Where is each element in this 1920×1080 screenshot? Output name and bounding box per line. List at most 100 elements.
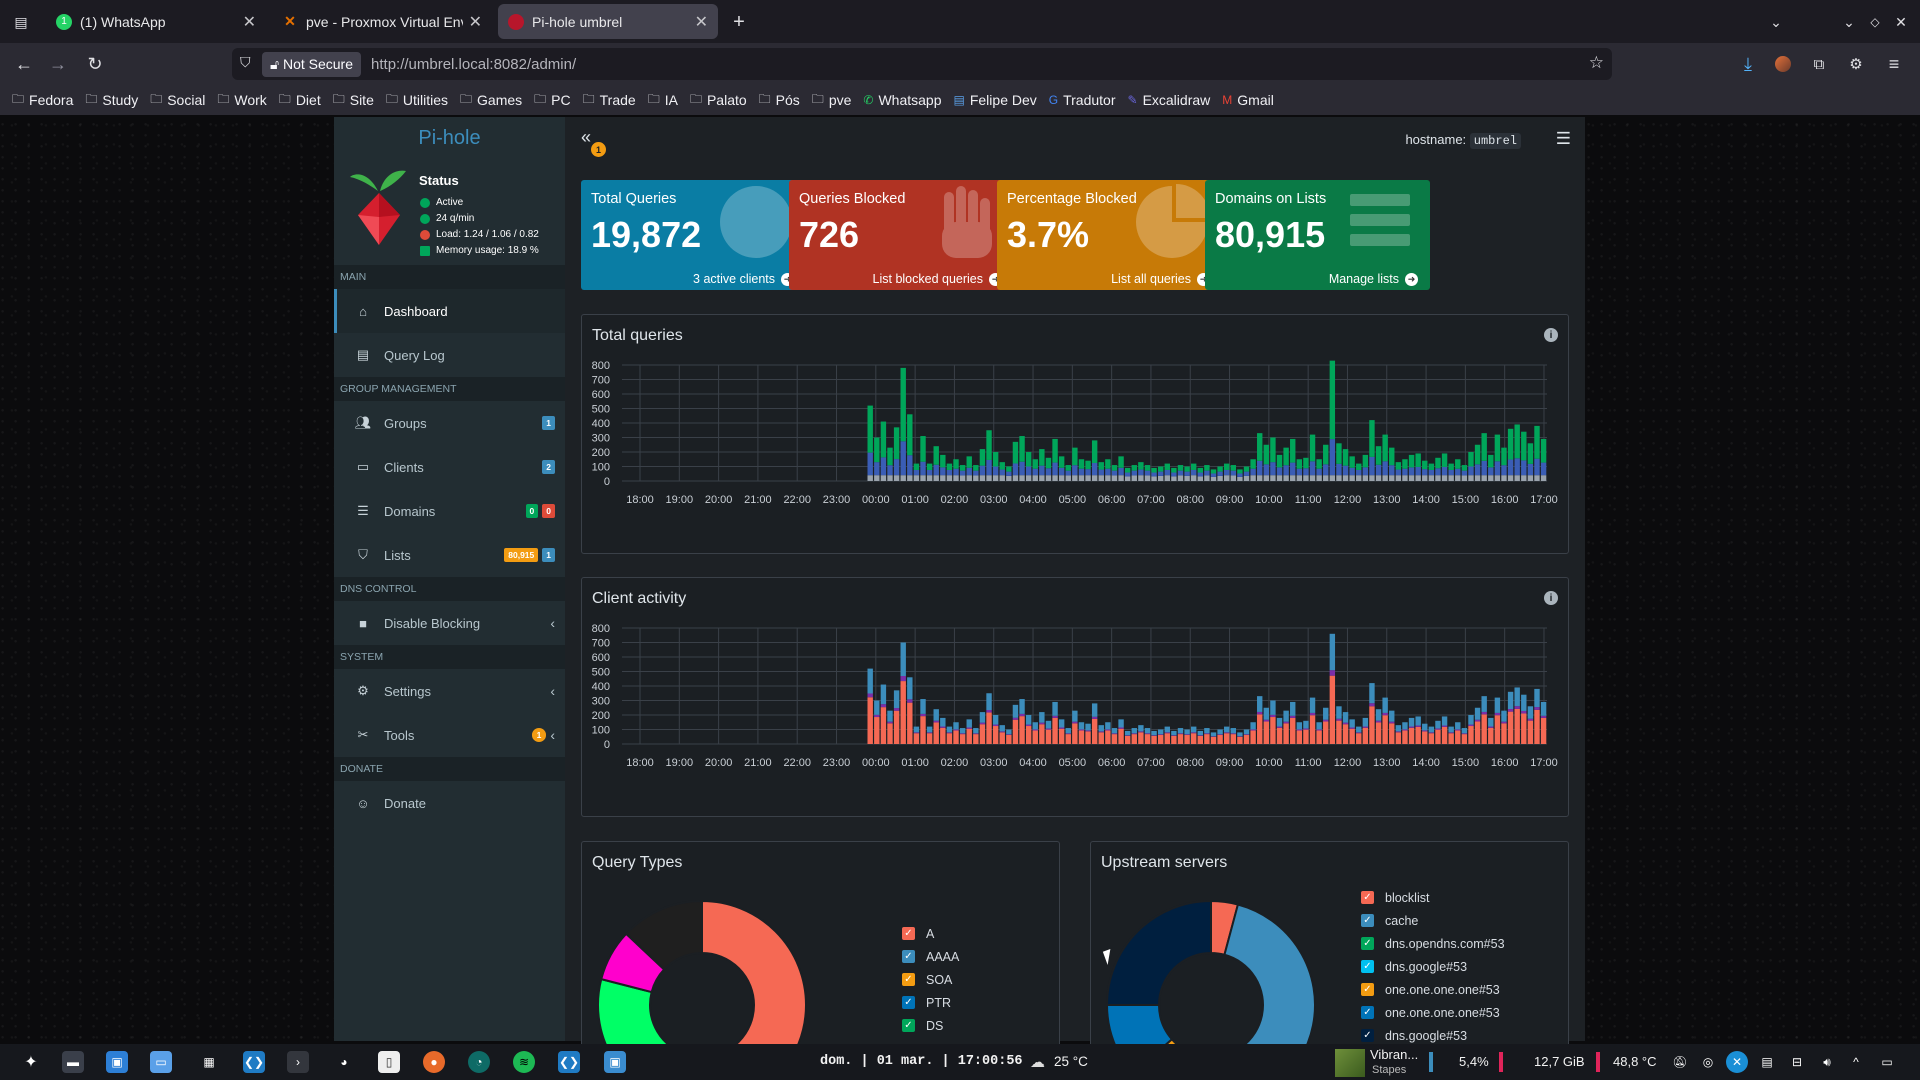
bar-segment[interactable] <box>1263 721 1270 744</box>
bookmark-5[interactable]: 🗀︎ Site <box>333 90 374 111</box>
bar-segment[interactable] <box>1540 475 1547 481</box>
sidebar-item-groups[interactable]: 👥︎ Groups 1 <box>334 401 565 445</box>
bar-segment[interactable] <box>953 729 959 731</box>
bar-segment[interactable] <box>1415 475 1421 481</box>
bar-segment[interactable] <box>1111 465 1118 471</box>
bar-segment[interactable] <box>1329 675 1336 744</box>
bar-segment[interactable] <box>1461 475 1468 481</box>
bar-segment[interactable] <box>1342 724 1349 744</box>
bar-segment[interactable] <box>1375 446 1382 465</box>
legend-item[interactable]: ✓ dns.opendns.com#53 <box>1361 932 1505 955</box>
bar-segment[interactable] <box>1389 721 1395 724</box>
show-desktop-icon[interactable]: ▭ <box>1881 1055 1893 1069</box>
bar-segment[interactable] <box>1210 736 1217 744</box>
bar-segment[interactable] <box>1065 470 1071 476</box>
bar-segment[interactable] <box>1105 475 1111 481</box>
bookmark-star-icon[interactable]: ☆ <box>1588 53 1604 72</box>
bar-segment[interactable] <box>1283 465 1289 476</box>
bar-segment[interactable] <box>1118 727 1124 729</box>
bar-segment[interactable] <box>1019 716 1025 744</box>
bar-segment[interactable] <box>1230 728 1237 734</box>
bookmark-16[interactable]: G Tradutor <box>1049 92 1116 108</box>
bar-segment[interactable] <box>1131 470 1137 476</box>
bar-segment[interactable] <box>893 708 900 711</box>
bar-segment[interactable] <box>1521 694 1527 711</box>
bar-segment[interactable] <box>1527 463 1534 476</box>
bar-segment[interactable] <box>1012 441 1019 464</box>
bar-segment[interactable] <box>900 475 906 481</box>
queries-blocked-footer-link[interactable]: List blocked queries ➜ <box>873 272 1002 286</box>
bar-segment[interactable] <box>1210 469 1217 474</box>
bar-segment[interactable] <box>979 465 986 476</box>
bar-segment[interactable] <box>1257 433 1263 461</box>
album-art-icon[interactable] <box>1335 1049 1365 1077</box>
bar-segment[interactable] <box>1039 712 1045 723</box>
bar-segment[interactable] <box>979 712 986 723</box>
bar-segment[interactable] <box>1521 460 1527 476</box>
bar-segment[interactable] <box>1184 475 1190 481</box>
bar-segment[interactable] <box>926 469 933 476</box>
bar-segment[interactable] <box>1428 726 1435 733</box>
bar-segment[interactable] <box>1006 466 1012 472</box>
bar-segment[interactable] <box>933 709 939 721</box>
bar-segment[interactable] <box>1151 730 1157 736</box>
bar-segment[interactable] <box>1408 726 1415 728</box>
bar-segment[interactable] <box>1527 443 1534 464</box>
bookmark-6[interactable]: 🗀︎ Utilities <box>386 90 448 111</box>
media-title[interactable]: Vibran... <box>1370 1047 1419 1062</box>
bookmark-1[interactable]: 🗀︎ Study <box>85 90 138 111</box>
bar-segment[interactable] <box>1408 727 1415 744</box>
notification-badge[interactable]: 1 <box>591 142 606 157</box>
bar-segment[interactable] <box>1382 712 1388 716</box>
bar-segment[interactable] <box>1534 707 1540 710</box>
bar-segment[interactable] <box>874 717 880 744</box>
new-tab-button[interactable]: + <box>733 10 745 33</box>
pie-slice[interactable] <box>1197 903 1316 1061</box>
bar-segment[interactable] <box>1039 449 1045 466</box>
vscode-icon[interactable]: ❮❯ <box>558 1051 580 1073</box>
bar-segment[interactable] <box>1243 734 1250 736</box>
bar-segment[interactable] <box>1019 713 1025 717</box>
bar-segment[interactable] <box>1375 709 1382 721</box>
bar-segment[interactable] <box>1270 437 1276 463</box>
bar-segment[interactable] <box>1349 475 1355 481</box>
bar-segment[interactable] <box>907 702 913 744</box>
bar-segment[interactable] <box>1488 454 1494 468</box>
bar-segment[interactable] <box>1118 728 1124 744</box>
bar-segment[interactable] <box>1369 703 1375 707</box>
bar-segment[interactable] <box>973 733 979 735</box>
bar-segment[interactable] <box>1494 475 1501 481</box>
bar-segment[interactable] <box>1329 475 1336 481</box>
percentage-blocked-footer-link[interactable]: List all queries ➜ <box>1111 272 1210 286</box>
bar-segment[interactable] <box>999 732 1005 744</box>
app-launcher-icon[interactable]: ✦ <box>24 1054 38 1071</box>
bar-segment[interactable] <box>1461 728 1468 734</box>
close-tab-icon[interactable]: ✕ <box>242 13 256 31</box>
bar-segment[interactable] <box>1329 360 1336 440</box>
bar-segment[interactable] <box>907 414 913 456</box>
bar-segment[interactable] <box>880 684 887 705</box>
bar-segment[interactable] <box>1217 471 1223 476</box>
bar-segment[interactable] <box>1540 462 1547 476</box>
bar-segment[interactable] <box>992 475 999 481</box>
bar-segment[interactable] <box>1323 719 1329 722</box>
bar-segment[interactable] <box>973 475 979 481</box>
shield-icon[interactable]: ⛉ <box>240 54 251 70</box>
bar-segment[interactable] <box>1534 475 1540 481</box>
bar-segment[interactable] <box>1217 475 1223 481</box>
bar-segment[interactable] <box>1369 475 1375 481</box>
bar-segment[interactable] <box>1085 723 1091 731</box>
bar-segment[interactable] <box>1190 732 1197 734</box>
bar-segment[interactable] <box>1032 730 1038 744</box>
bar-segment[interactable] <box>1144 733 1151 735</box>
bar-segment[interactable] <box>1263 719 1270 722</box>
total-queries-footer-link[interactable]: 3 active clients ➜ <box>693 272 794 286</box>
bar-segment[interactable] <box>1072 475 1078 481</box>
bar-segment[interactable] <box>1204 733 1210 735</box>
bar-segment[interactable] <box>953 730 959 744</box>
bookmark-2[interactable]: 🗀︎ Social <box>150 90 205 111</box>
bar-segment[interactable] <box>999 462 1005 470</box>
bar-segment[interactable] <box>1521 431 1527 461</box>
bar-segment[interactable] <box>1435 468 1441 476</box>
reload-icon[interactable]: ↻ <box>87 53 103 74</box>
